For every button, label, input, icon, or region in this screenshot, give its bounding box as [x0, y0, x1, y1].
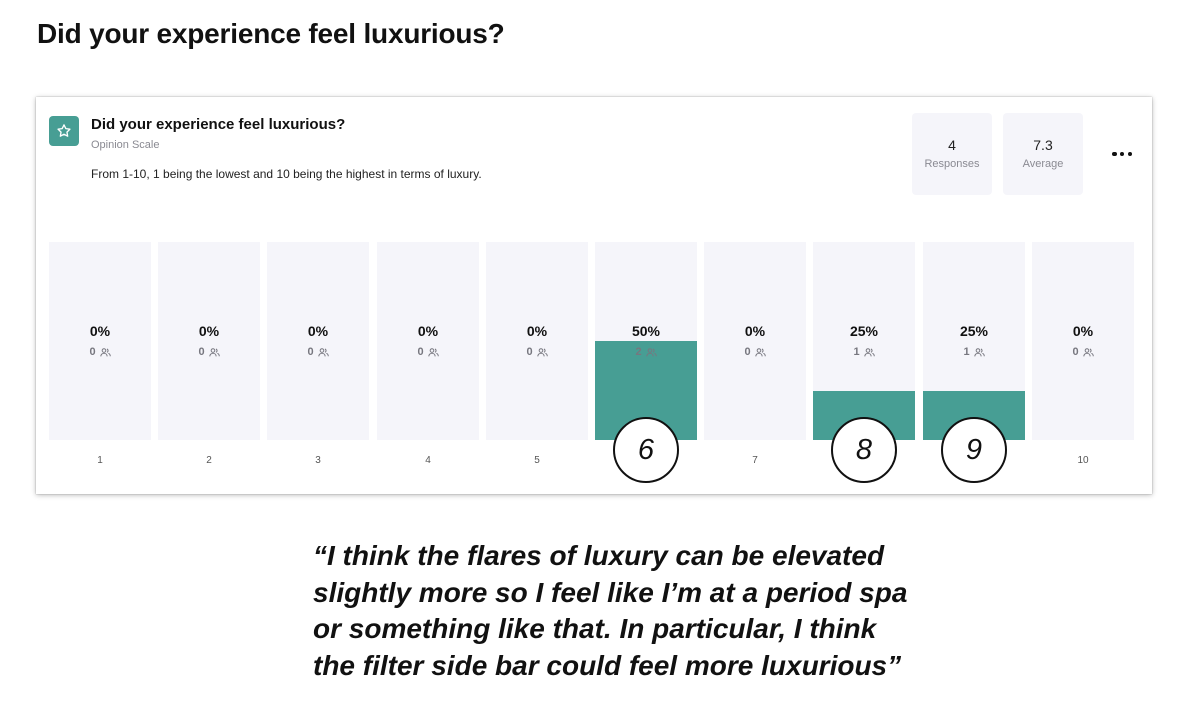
people-icon — [645, 347, 657, 356]
bar-count-value: 0 — [89, 346, 96, 358]
bar-column-8: 25% 1 — [813, 242, 915, 440]
bar-count-value: 0 — [198, 346, 205, 358]
responses-stat: 4 Responses — [912, 113, 992, 195]
bar-count-label: 0 — [377, 346, 479, 358]
bar-count-label: 1 — [923, 346, 1025, 358]
bar-column-4: 0% 0 — [377, 242, 479, 440]
star-icon — [49, 116, 79, 146]
user-quote: “I think the flares of luxury can be ele… — [313, 538, 907, 684]
circled-label-6: 6 — [613, 417, 679, 483]
people-icon — [754, 347, 766, 356]
bar-percent-label: 0% — [526, 323, 548, 339]
people-icon — [317, 347, 329, 356]
bar-percent-label: 0% — [744, 323, 766, 339]
question-title: Did your experience feel luxurious? — [91, 116, 346, 133]
bar-count-value: 1 — [853, 346, 860, 358]
bar-percent-label: 50% — [631, 323, 661, 339]
bar-count-label: 1 — [813, 346, 915, 358]
bar-count-label: 0 — [486, 346, 588, 358]
x-tick-label: 10 — [1077, 455, 1089, 466]
x-tick-label: 7 — [752, 455, 758, 466]
bar-count-value: 0 — [417, 346, 424, 358]
responses-value: 4 — [948, 137, 956, 153]
bar-count-label: 0 — [267, 346, 369, 358]
x-tick-label: 5 — [534, 455, 540, 466]
x-tick-label: 2 — [206, 455, 212, 466]
x-tick-label: 1 — [97, 455, 103, 466]
average-value: 7.3 — [1033, 137, 1053, 153]
average-stat: 7.3 Average — [1003, 113, 1083, 195]
bar-column-7: 0% 0 — [704, 242, 806, 440]
bar-count-value: 0 — [744, 346, 751, 358]
bar-column-3: 0% 0 — [267, 242, 369, 440]
bar-count-label: 0 — [49, 346, 151, 358]
bar-percent-label: 0% — [198, 323, 220, 339]
bar-count-label: 0 — [158, 346, 260, 358]
people-icon — [427, 347, 439, 356]
bar-column-6: 50% 2 — [595, 242, 697, 440]
bar-count-label: 2 — [595, 346, 697, 358]
quote-line: the filter side bar could feel more luxu… — [313, 649, 902, 681]
people-icon — [208, 347, 220, 356]
bar-percent-label: 0% — [307, 323, 329, 339]
ellipsis-icon[interactable] — [1109, 147, 1135, 161]
bar-count-value: 1 — [963, 346, 970, 358]
bar-percent-label: 25% — [849, 323, 879, 339]
bar-column-9: 25% 1 — [923, 242, 1025, 440]
x-tick-label: 4 — [425, 455, 431, 466]
people-icon — [863, 347, 875, 356]
people-icon — [973, 347, 985, 356]
quote-line: “I think the flares of luxury can be ele… — [313, 540, 885, 571]
people-icon — [99, 347, 111, 356]
bar-percent-label: 0% — [1072, 323, 1094, 339]
circled-label-8: 8 — [831, 417, 897, 483]
people-icon — [536, 347, 548, 356]
quote-line: slightly more so I feel like I’m at a pe… — [313, 576, 908, 608]
page-heading: Did your experience feel luxurious? — [37, 18, 505, 49]
circled-label-9: 9 — [941, 417, 1007, 483]
question-type: Opinion Scale — [91, 139, 160, 151]
bar-count-value: 2 — [635, 346, 642, 358]
responses-label: Responses — [924, 158, 980, 170]
bar-count-value: 0 — [307, 346, 314, 358]
bar-count-value: 0 — [1072, 346, 1079, 358]
bar-count-label: 0 — [1032, 346, 1134, 358]
bar-column-10: 0% 0 — [1032, 242, 1134, 440]
bar-count-value: 0 — [526, 346, 533, 358]
bar-percent-label: 0% — [89, 323, 111, 339]
people-icon — [1082, 347, 1094, 356]
bar-column-2: 0% 0 — [158, 242, 260, 440]
quote-line: or something like that. In particular, I… — [313, 613, 877, 644]
question-result-card: Did your experience feel luxurious? Opin… — [36, 97, 1152, 494]
average-label: Average — [1022, 158, 1064, 170]
bar-column-1: 0% 0 — [49, 242, 151, 440]
bar-percent-label: 25% — [959, 323, 989, 339]
bar-percent-label: 0% — [417, 323, 439, 339]
bar-count-label: 0 — [704, 346, 806, 358]
x-tick-label: 3 — [315, 455, 321, 466]
question-description: From 1-10, 1 being the lowest and 10 bei… — [91, 167, 482, 181]
bar-column-5: 0% 0 — [486, 242, 588, 440]
